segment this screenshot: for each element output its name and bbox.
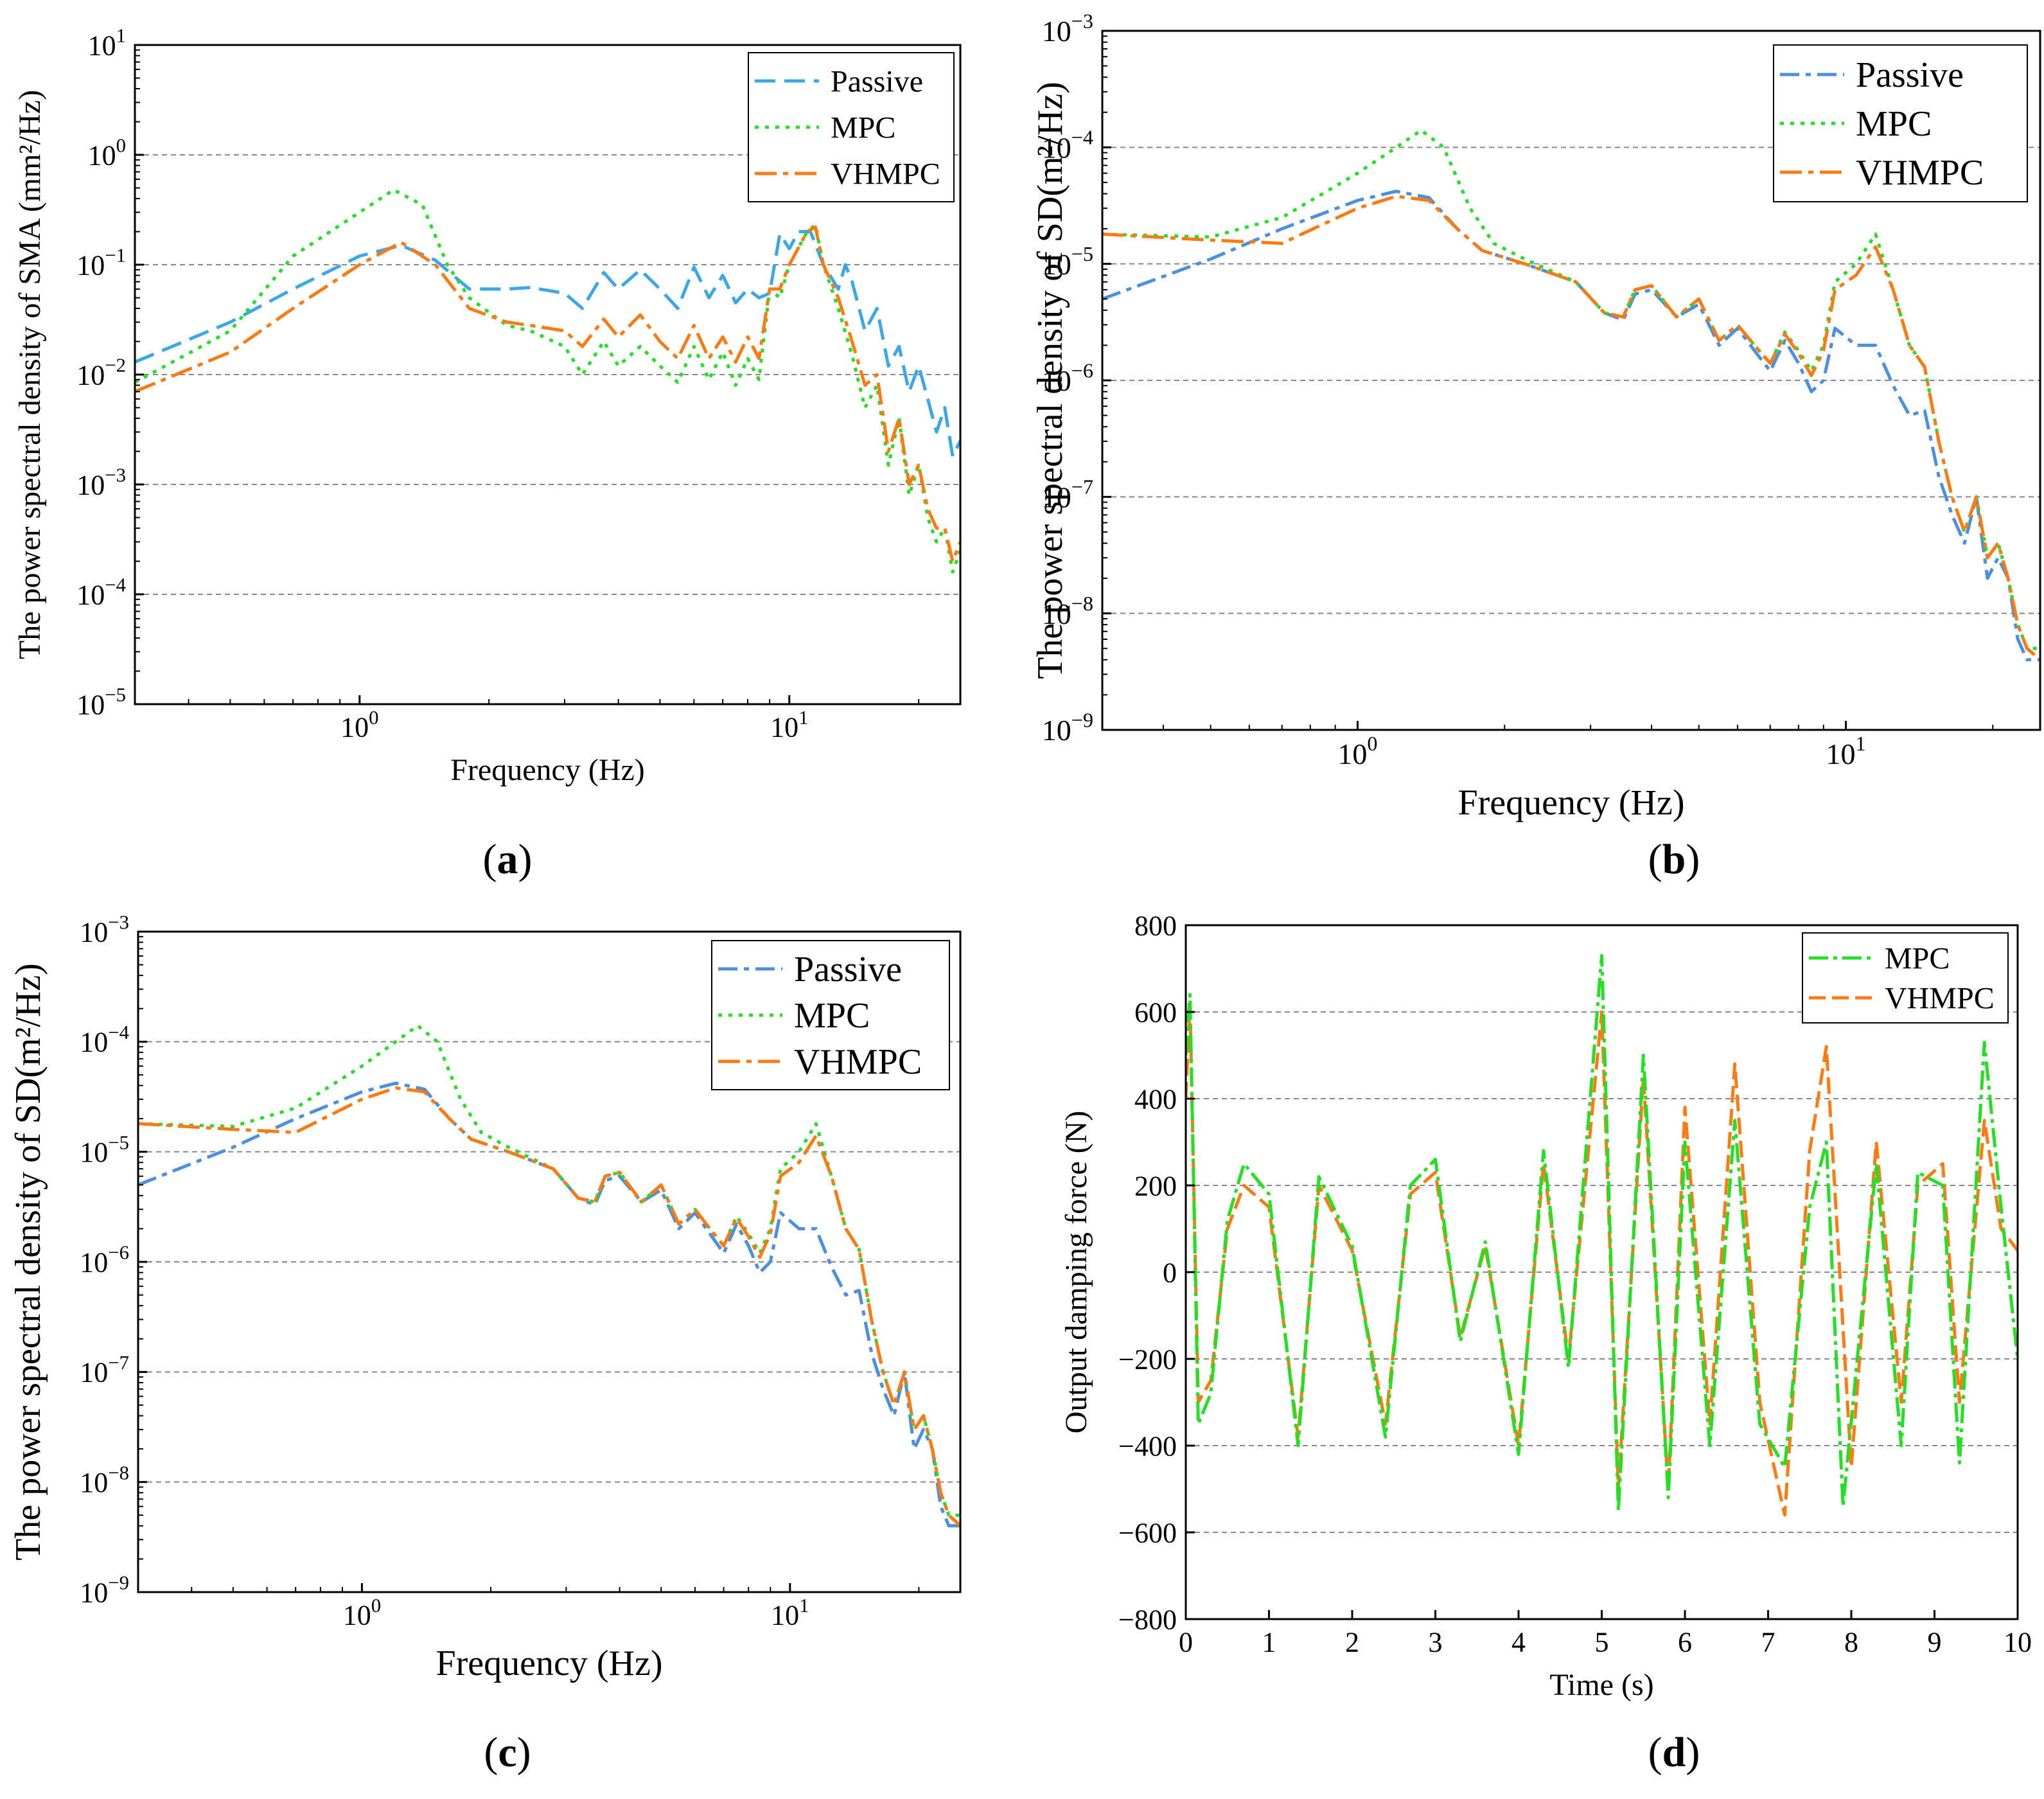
x-tick-label: 1 bbox=[1262, 1627, 1276, 1658]
legend-label-mpc: MPC bbox=[831, 111, 895, 145]
series-line-mpc bbox=[138, 1024, 960, 1517]
chart-b-svg: 10−9 10−8 10−7 10−6 10−5 10−4 10−3 100 101 Freque… bbox=[1030, 9, 2041, 822]
legend-box bbox=[748, 52, 955, 202]
series-line-mpc bbox=[135, 188, 960, 574]
y-tick-label: 10−4 bbox=[1042, 126, 1093, 164]
y-tick-label: 0 bbox=[1163, 1257, 1177, 1288]
x-axis-label: Frequency (Hz) bbox=[450, 753, 645, 787]
x-tick-label: 0 bbox=[1179, 1627, 1193, 1658]
x-tick-label: 9 bbox=[1928, 1627, 1942, 1658]
y-tick-label: 10−2 bbox=[76, 355, 126, 391]
x-tick-label: 4 bbox=[1511, 1627, 1526, 1658]
series-line-passive bbox=[138, 1081, 960, 1528]
y-axis-label: The power spectral density of SD(m²/Hz) bbox=[8, 963, 48, 1561]
series-line-passive bbox=[1102, 190, 2040, 662]
y-tick-label: −600 bbox=[1118, 1517, 1177, 1548]
chart-panel-a: 10−5 10−4 10−3 10−2 10−1 100 101 100 101 Frequenc… bbox=[0, 0, 1022, 900]
y-tick-label: 10−9 bbox=[80, 1572, 129, 1609]
chart-panel-d: −800 −600 −400 −200 0 200 400 600 800 0 1 2 3 4 5 6 7 8 9 1… bbox=[1022, 900, 2044, 1799]
y-tick-label: 10−8 bbox=[1042, 592, 1093, 630]
series-line-mpc bbox=[1186, 953, 2018, 1512]
y-tick-label: 10−4 bbox=[76, 574, 126, 611]
y-tick-label: −800 bbox=[1118, 1604, 1177, 1635]
x-tick-label: 101 bbox=[770, 707, 808, 743]
x-tick-label: 100 bbox=[1337, 732, 1377, 770]
y-tick-label: 10−3 bbox=[1042, 9, 1093, 48]
x-axis-label: Time (s) bbox=[1549, 1668, 1653, 1702]
x-tick-label: 101 bbox=[1826, 732, 1865, 770]
x-tick-label: 6 bbox=[1678, 1627, 1692, 1658]
series-line-mpc bbox=[1102, 128, 2040, 650]
legend-label-mpc: MPC bbox=[1856, 104, 1932, 144]
legend-label-mpc: MPC bbox=[1885, 941, 1950, 975]
x-tick-label: 101 bbox=[771, 1595, 809, 1631]
y-tick-label: 10−1 bbox=[76, 245, 126, 281]
y-tick-label: 10−9 bbox=[1042, 708, 1093, 747]
x-tick-label: 5 bbox=[1595, 1627, 1609, 1658]
y-tick-label: 10−6 bbox=[1042, 359, 1093, 397]
y-tick-label: 10−7 bbox=[80, 1352, 129, 1388]
legend-label-passive: Passive bbox=[831, 64, 923, 98]
y-tick-label: 10−3 bbox=[76, 465, 126, 501]
series-line-passive bbox=[135, 230, 960, 458]
y-tick-label: 100 bbox=[88, 135, 126, 172]
chart-c-svg: 10−9 10−8 10−7 10−6 10−5 10−4 10−3 100 101 Freque… bbox=[8, 912, 962, 1683]
x-tick-label: 10 bbox=[2004, 1627, 2032, 1658]
y-tick-label: 400 bbox=[1134, 1083, 1177, 1115]
x-tick-label: 7 bbox=[1761, 1627, 1775, 1658]
y-tick-label: 10−8 bbox=[80, 1462, 129, 1498]
y-axis-label: The power spectral density of SMA (mm²/H… bbox=[13, 90, 47, 659]
legend-box bbox=[1802, 932, 2009, 1024]
y-tick-label: 10−7 bbox=[1042, 475, 1093, 514]
y-tick-label: 600 bbox=[1134, 997, 1177, 1028]
y-tick-label: 10−4 bbox=[80, 1022, 129, 1058]
legend-label-passive: Passive bbox=[794, 950, 902, 989]
y-tick-label: 10−5 bbox=[1042, 242, 1093, 281]
legend-label-vhmpc: VHMPC bbox=[1885, 981, 1995, 1015]
chart-panel-c: 10−9 10−8 10−7 10−6 10−5 10−4 10−3 100 101 Freque… bbox=[0, 900, 1022, 1799]
y-tick-label: 10−5 bbox=[76, 684, 126, 721]
series-line-vhmpc bbox=[138, 1086, 960, 1527]
y-axis-label: Output damping force (N) bbox=[1059, 1111, 1093, 1434]
legend-label-mpc: MPC bbox=[794, 996, 870, 1036]
y-tick-label: 10−3 bbox=[80, 912, 129, 948]
caption-a: (a) bbox=[482, 836, 533, 883]
legend-label-passive: Passive bbox=[1856, 55, 1964, 95]
y-axis-label: The power spectral density of SD(m²/Hz) bbox=[1030, 82, 1070, 679]
chart-d-svg: −800 −600 −400 −200 0 200 400 600 800 0 1 2 3 4 5 6 7 8 9 1… bbox=[1059, 910, 2032, 1702]
y-tick-label: 10−5 bbox=[80, 1131, 129, 1168]
y-tick-label: 101 bbox=[88, 25, 126, 62]
chart-a-svg: 10−5 10−4 10−3 10−2 10−1 100 101 100 101 Frequenc… bbox=[13, 25, 962, 787]
y-tick-label: −200 bbox=[1118, 1343, 1177, 1375]
y-tick-label: 10−6 bbox=[80, 1242, 129, 1279]
x-tick-label: 2 bbox=[1345, 1627, 1359, 1658]
x-tick-label: 100 bbox=[340, 707, 378, 743]
x-axis-label: Frequency (Hz) bbox=[436, 1644, 663, 1683]
x-tick-label: 3 bbox=[1429, 1627, 1443, 1658]
y-tick-label: 800 bbox=[1134, 910, 1177, 941]
chart-panel-b: 10−9 10−8 10−7 10−6 10−5 10−4 10−3 100 101 Freque… bbox=[1022, 0, 2044, 900]
x-tick-label: 8 bbox=[1844, 1627, 1858, 1658]
series-line-vhmpc bbox=[1186, 1002, 2018, 1517]
legend-label-vhmpc: VHMPC bbox=[831, 157, 940, 191]
y-tick-label: 200 bbox=[1134, 1170, 1177, 1201]
caption-d: (d) bbox=[1648, 1729, 1700, 1776]
legend-label-vhmpc: VHMPC bbox=[1856, 153, 1984, 193]
y-tick-label: −400 bbox=[1118, 1430, 1177, 1462]
series-line-vhmpc bbox=[135, 225, 960, 563]
x-tick-label: 100 bbox=[343, 1595, 381, 1631]
series-line-vhmpc bbox=[1102, 195, 2040, 661]
caption-b: (b) bbox=[1648, 836, 1700, 883]
caption-c: (c) bbox=[484, 1729, 531, 1776]
legend-label-vhmpc: VHMPC bbox=[794, 1042, 922, 1082]
x-axis-label: Frequency (Hz) bbox=[1458, 783, 1685, 822]
legend-box bbox=[1773, 44, 2028, 202]
